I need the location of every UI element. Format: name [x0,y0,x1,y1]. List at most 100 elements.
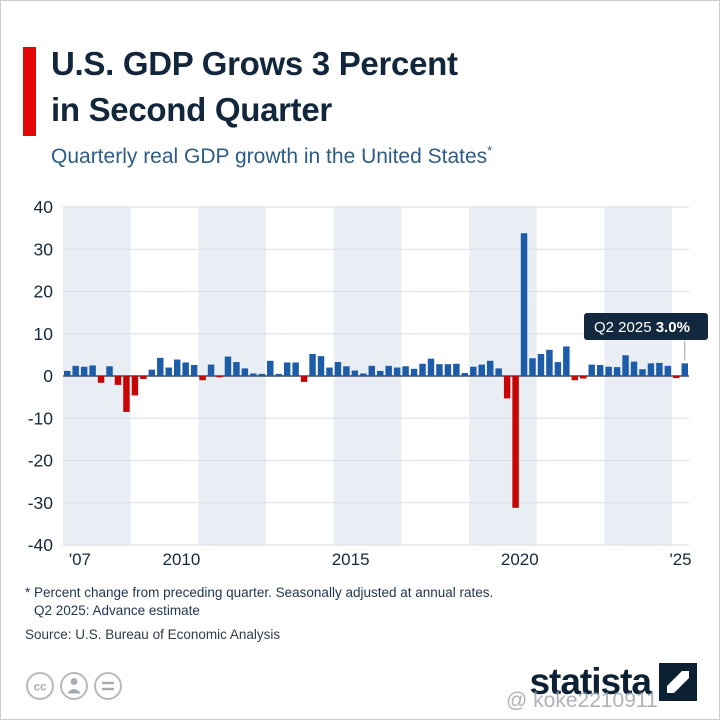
gdp-bar [563,346,570,376]
gdp-bar [72,365,79,376]
subtitle-text: Quarterly real GDP growth in the United … [51,145,488,168]
gdp-bar [267,360,274,376]
y-axis-label: -20 [28,451,54,471]
attribution-person-icon[interactable] [60,672,88,700]
y-axis-label: 30 [34,239,54,259]
y-axis-label: 40 [34,197,54,217]
gdp-bar [165,367,172,376]
gdp-bar [444,364,452,376]
gdp-bar [148,369,156,376]
gdp-bar [80,366,88,376]
y-axis-label: -40 [28,535,54,555]
svg-text:cc: cc [34,682,47,694]
gdp-bar [419,363,426,376]
subtitle-footnote-marker: * [487,143,493,158]
x-axis-label: 2010 [163,550,201,569]
gdp-bar [300,376,308,382]
gdp-bar [182,362,189,376]
y-axis-label: 10 [34,324,54,344]
gdp-bar [588,364,595,376]
cc-icon[interactable]: cc [26,672,54,700]
gdp-bar [571,376,579,381]
watermark: @ koke2210911 [506,689,658,712]
gdp-bar [580,376,587,379]
gdp-bar [427,358,435,376]
x-axis-label: 2020 [501,550,539,569]
gdp-bar [190,365,198,376]
gdp-bar [470,366,477,376]
gdp-bar [529,358,536,376]
gdp-bar [97,376,105,383]
gdp-bar [377,370,384,376]
gdp-bar [233,362,240,376]
gdp-bar [275,373,282,376]
gdp-bar [554,362,562,376]
value-callout-box [584,313,708,340]
x-axis-label: 2015 [332,550,370,569]
gdp-bar [114,376,122,385]
gdp-bar [520,233,528,376]
y-axis-label: -10 [28,408,54,428]
gdp-bar [241,368,249,376]
title-line-2: in Second Quarter [51,91,332,128]
gdp-bar [131,376,139,396]
gdp-bar [64,370,71,376]
footnote-line-2: Q2 2025: Advance estimate [34,603,200,618]
gdp-bar [664,365,672,376]
gdp-bar [410,368,418,376]
gdp-bar [385,365,392,376]
gdp-bar [647,363,655,376]
gdp-bar [317,356,325,376]
gdp-bar [546,349,553,376]
gdp-bar [495,368,502,376]
statista-logo[interactable]: statista [529,661,697,703]
gdp-bar [368,365,375,376]
gdp-bar [537,354,545,376]
gdp-bar [613,367,621,376]
gdp-bar [656,362,663,376]
gdp-bar [478,364,485,376]
gdp-bar [486,360,494,376]
license-badges-icons: cc [26,672,122,700]
gdp-bar [360,373,367,376]
gdp-bar [622,355,629,376]
gdp-bar [681,363,688,376]
gdp-bar [326,367,333,376]
gdp-bar [343,366,350,376]
footnote-line-1: * Percent change from preceding quarter.… [25,585,494,600]
title-line-1: U.S. GDP Grows 3 Percent [51,45,458,82]
gdp-bar [157,357,164,376]
gdp-bar [639,369,646,376]
gdp-bar [207,364,215,376]
gdp-bar [250,373,257,376]
license-badges[interactable]: cc [25,671,127,706]
title-accent-bar [23,47,36,136]
gdp-bar [258,373,266,376]
value-callout-text: Q2 2025 3.0% [594,319,690,336]
gdp-bar [106,366,113,376]
y-axis-label: -30 [28,493,54,513]
gdp-bar [453,363,460,376]
y-axis-label: 20 [34,282,54,302]
gdp-bar [503,376,511,399]
x-axis-label: '07 [69,550,91,569]
gdp-bar [283,362,291,376]
gdp-bar [224,356,232,376]
footnote: * Percent change from preceding quarter.… [25,584,493,620]
x-axis-label: '25 [669,550,691,569]
gdp-bar [199,376,206,381]
gdp-bar [605,366,612,376]
y-axis-label: 0 [43,366,53,386]
gdp-bar [402,366,409,376]
chart-title: U.S. GDP Grows 3 Percent in Second Quart… [51,41,458,133]
statista-logo-text: statista [529,661,652,702]
gdp-bar [292,362,299,376]
gdp-bar [216,376,223,378]
no-derivatives-icon[interactable] [94,672,122,700]
statista-logo-glyph-icon [659,663,697,701]
gdp-bar [140,376,147,379]
gdp-bar [436,364,443,376]
gdp-bar [351,370,359,376]
